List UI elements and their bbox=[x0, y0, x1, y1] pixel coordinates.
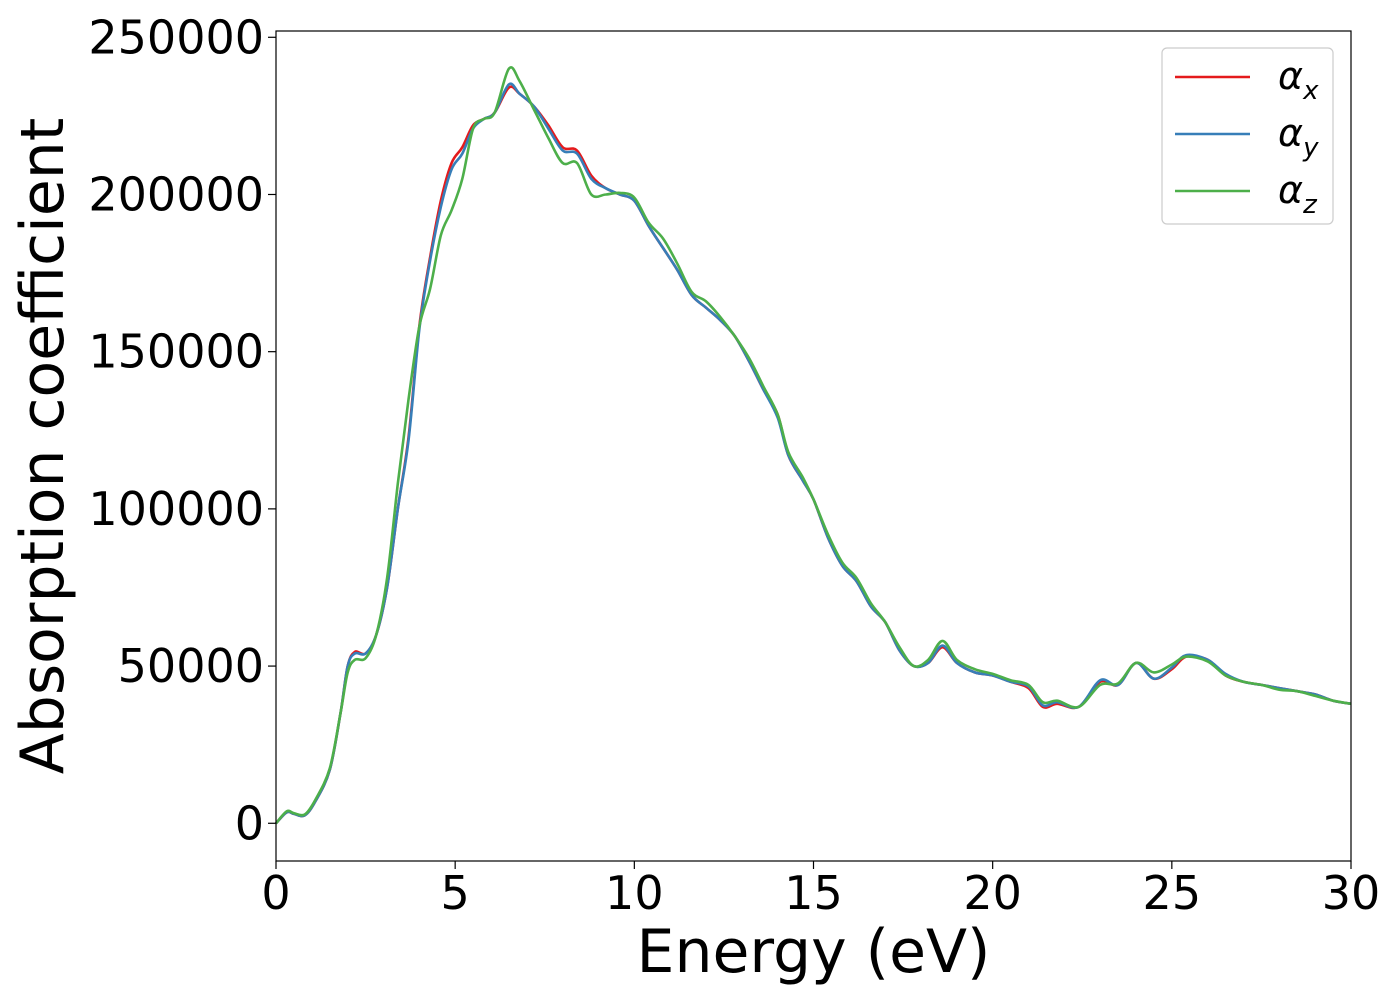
x-axis: 0 5 10 15 20 25 30 bbox=[261, 861, 1380, 920]
legend-subscript: y bbox=[1302, 133, 1319, 163]
y-axis-title: Absorption coefficient bbox=[8, 118, 78, 775]
y-axis: 0 50000 100000 150000 200000 250000 bbox=[88, 10, 276, 850]
legend-label-alpha-z: αz bbox=[1278, 168, 1318, 220]
x-tick-label: 10 bbox=[605, 866, 664, 920]
legend-symbol: α bbox=[1278, 54, 1303, 98]
legend-symbol: α bbox=[1278, 168, 1303, 212]
legend-box bbox=[1161, 47, 1334, 225]
y-tick-label: 0 bbox=[235, 796, 264, 850]
legend-label-alpha-y: αy bbox=[1278, 111, 1319, 163]
y-tick-label: 100000 bbox=[88, 482, 264, 536]
x-tick-label: 15 bbox=[784, 866, 843, 920]
y-tick-label: 200000 bbox=[88, 167, 264, 221]
plot-lines bbox=[275, 66, 1352, 825]
legend-subscript: x bbox=[1302, 76, 1319, 106]
x-axis-title: Energy (eV) bbox=[637, 917, 991, 987]
x-tick-label: 0 bbox=[261, 866, 290, 920]
y-tick-label: 150000 bbox=[88, 325, 264, 379]
legend-label-alpha-x: αx bbox=[1278, 54, 1319, 106]
y-tick-label: 50000 bbox=[118, 639, 264, 693]
x-tick-label: 20 bbox=[963, 866, 1022, 920]
x-tick-label: 30 bbox=[1322, 866, 1381, 920]
x-tick-label: 25 bbox=[1143, 866, 1202, 920]
legend-subscript: z bbox=[1302, 190, 1318, 220]
series-line-alpha-z bbox=[275, 66, 1352, 825]
x-tick-label: 5 bbox=[441, 866, 470, 920]
legend-symbol: α bbox=[1278, 111, 1303, 155]
y-tick-label: 250000 bbox=[88, 10, 264, 64]
